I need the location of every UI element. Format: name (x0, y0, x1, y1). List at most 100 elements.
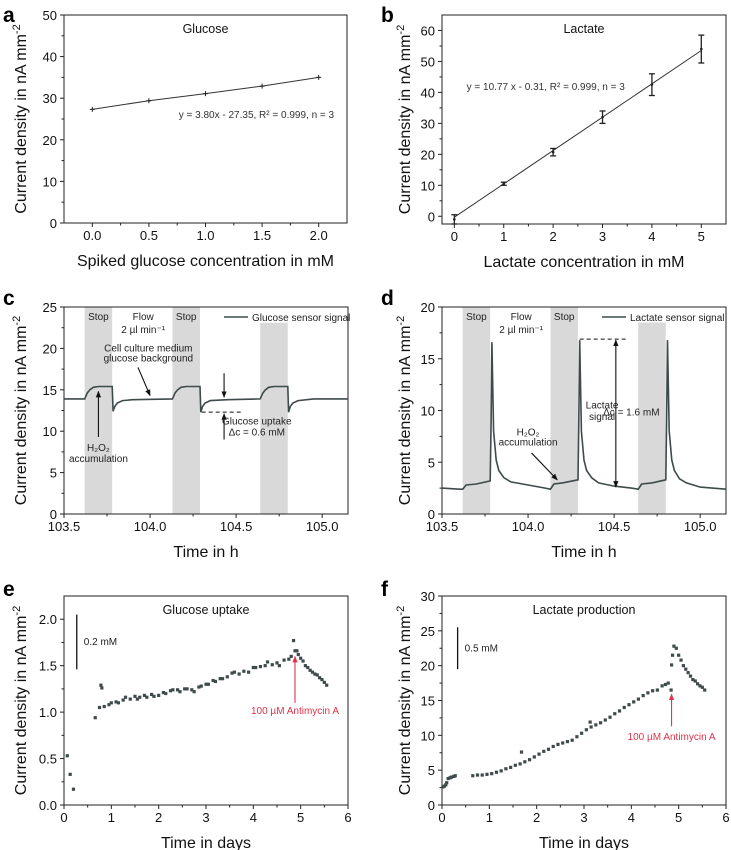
y-tick-label: 0 (428, 209, 435, 224)
data-point (149, 692, 154, 697)
x-tick-label: 5 (698, 229, 705, 244)
y-tick-label: 20 (421, 300, 435, 315)
y-axis-label-text: Current density in nA mm (13, 616, 30, 796)
data-point (97, 705, 102, 710)
data-point (183, 687, 187, 691)
stop-band (260, 322, 288, 514)
y-axis-label-superscript: -2 (395, 316, 407, 326)
data-point (65, 754, 69, 758)
data-point (677, 653, 681, 657)
plot-frame (63, 595, 349, 806)
annotation-text: Glucose uptake (222, 417, 292, 428)
data-point (532, 755, 536, 759)
annotation-text: Lactate (586, 400, 619, 411)
series-line (441, 340, 727, 491)
x-axis-label: Time in h (551, 544, 616, 561)
data-point (513, 763, 517, 767)
data-point (546, 747, 551, 751)
y-axis-label-superscript: -2 (11, 316, 23, 326)
annotation-text: H₂O₂ (87, 443, 110, 454)
x-axis-label: Spiked glucose concentration in mM (77, 253, 334, 270)
y-tick-label: 50 (43, 8, 57, 23)
flow-label: Flow (133, 312, 155, 323)
data-point (258, 664, 263, 669)
x-tick-label: 2 (533, 810, 540, 825)
data-point (242, 669, 246, 673)
y-axis-label: Current density in nA mm-2 (395, 316, 414, 505)
data-point (509, 765, 513, 769)
flow-rate-label: 2 µl min⁻¹ (499, 325, 543, 336)
x-tick-label: 105.0 (684, 519, 717, 534)
data-point (672, 644, 676, 648)
data-point (232, 670, 236, 674)
y-axis-label: Current density in nA mm-2 (395, 606, 414, 795)
data-point (636, 697, 641, 701)
y-tick-label: 5 (428, 455, 435, 470)
data-point (277, 664, 281, 668)
data-point (471, 774, 475, 778)
data-point (114, 700, 118, 704)
data-point (603, 718, 607, 722)
data-point (199, 684, 203, 688)
data-point (322, 680, 326, 684)
data-point (589, 725, 593, 729)
x-tick-label: 3 (580, 810, 587, 825)
y-axis-label-superscript: -2 (11, 24, 23, 34)
data-point (519, 750, 524, 754)
data-point (133, 694, 137, 698)
data-point (669, 688, 673, 692)
data-point (556, 742, 560, 746)
data-point (211, 678, 215, 683)
flow-label: Flow (511, 312, 533, 323)
panel-letter: d (381, 287, 394, 310)
annotation-text: glucose background (104, 354, 194, 365)
data-point (444, 783, 448, 787)
x-tick-label: 1 (500, 229, 507, 244)
x-tick-label: 2 (155, 810, 162, 825)
data-point (161, 691, 165, 695)
data-point (688, 674, 693, 678)
panel-a: a 0.0 0.5 1.0 1.5 2.0 0 10 20 30 40 50 Spiked glucos… (3, 4, 348, 270)
panel-e: e 0 1 2 3 4 5 6 0.0 0.5 1.0 1.5 2.0 Time in days Curre… (3, 578, 352, 850)
data-point (197, 685, 201, 689)
data-point (669, 663, 674, 667)
data-point (608, 715, 612, 719)
data-point (247, 670, 251, 674)
data-point (485, 772, 489, 776)
data-point (318, 676, 322, 680)
y-axis-label-text: Current density in nA mm (397, 616, 414, 796)
annotation-text: Cell culture medium (104, 344, 192, 355)
data-point (449, 775, 454, 779)
data-point (275, 661, 279, 665)
data-point (71, 787, 76, 791)
y-axis-label: Current density in nA mm-2 (11, 316, 30, 505)
data-point (203, 91, 208, 97)
stop-label: Stop (88, 312, 109, 323)
y-tick-label: 50 (421, 54, 435, 69)
y-tick-label: 1.5 (39, 659, 57, 674)
data-point (617, 709, 622, 713)
data-point (453, 218, 456, 221)
x-tick-label: 0 (438, 810, 445, 825)
data-point (89, 106, 95, 112)
data-point (475, 773, 480, 777)
data-point (681, 664, 685, 668)
y-tick-label: 0.0 (39, 798, 57, 813)
data-point (230, 671, 234, 675)
data-point (551, 150, 555, 154)
x-tick-label: 0 (60, 810, 67, 825)
plot-frame (441, 595, 727, 806)
y-tick-label: 10 (43, 174, 57, 189)
y-tick-label: 0 (50, 507, 57, 522)
panel-letter: f (381, 578, 389, 601)
y-tick-label: 10 (421, 404, 435, 419)
data-point (251, 665, 255, 670)
data-point (135, 697, 139, 701)
data-point (651, 689, 655, 693)
data-point (287, 657, 291, 661)
stop-band (172, 307, 200, 514)
x-tick-label: 3 (599, 229, 606, 244)
chart-title: Lactate production (533, 603, 636, 617)
data-point (192, 690, 196, 694)
